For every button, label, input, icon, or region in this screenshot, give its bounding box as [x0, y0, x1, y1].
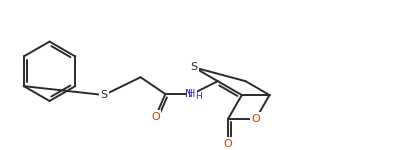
Text: O: O	[251, 114, 260, 124]
Text: S: S	[190, 62, 197, 72]
Text: N: N	[185, 89, 193, 99]
Text: H: H	[188, 89, 196, 99]
Text: O: O	[151, 112, 160, 122]
Text: O: O	[224, 139, 232, 149]
Text: S: S	[100, 90, 107, 100]
Text: H: H	[195, 92, 201, 100]
